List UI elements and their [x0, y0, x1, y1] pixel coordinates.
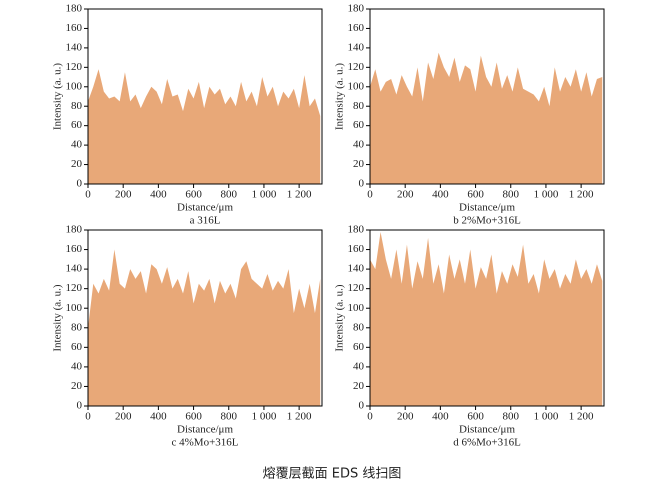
y-tick-label: 140 — [66, 41, 83, 53]
x-tick-label: 600 — [185, 411, 202, 423]
y-tick-label: 160 — [66, 22, 83, 34]
y-tick-label: 20 — [71, 158, 83, 170]
x-tick-label: 800 — [221, 411, 238, 423]
y-tick-label: 80 — [71, 321, 83, 333]
y-tick-label: 140 — [348, 41, 365, 53]
x-tick-label: 200 — [115, 189, 132, 201]
x-tick-label: 600 — [467, 411, 484, 423]
y-tick-label: 100 — [66, 302, 83, 314]
x-axis-label: Distance/μm — [459, 424, 515, 436]
x-axis-label: Distance/μm — [177, 424, 233, 436]
y-tick-label: 180 — [348, 224, 365, 236]
y-tick-label: 140 — [348, 263, 365, 275]
x-tick-label: 1 200 — [569, 189, 594, 201]
caption: b 2%Mo+316L — [453, 215, 521, 227]
y-axis-label: Intensity (a. u.) — [334, 63, 346, 131]
y-tick-label: 20 — [353, 380, 365, 392]
y-tick-label: 120 — [348, 282, 365, 294]
y-tick-label: 80 — [71, 100, 83, 112]
x-tick-label: 0 — [367, 411, 373, 423]
y-tick-label: 160 — [348, 22, 365, 34]
y-tick-label: 40 — [353, 360, 365, 372]
x-tick-label: 600 — [467, 189, 484, 201]
y-tick-label: 0 — [359, 178, 365, 190]
y-tick-label: 140 — [66, 263, 83, 275]
y-tick-label: 60 — [71, 341, 83, 353]
x-tick-label: 1 200 — [287, 189, 312, 201]
caption: d 6%Mo+316L — [453, 437, 521, 449]
y-axis-label: Intensity (a. u.) — [52, 63, 64, 131]
y-tick-label: 180 — [66, 224, 83, 236]
plot-frame — [369, 229, 605, 407]
x-tick-label: 400 — [432, 189, 449, 201]
x-tick-label: 400 — [150, 411, 167, 423]
y-axis-label: Intensity (a. u.) — [52, 284, 64, 352]
area — [88, 69, 321, 184]
y-tick-label: 40 — [71, 139, 83, 151]
x-tick-label: 600 — [185, 189, 202, 201]
x-tick-label: 400 — [432, 411, 449, 423]
x-axis-label: Distance/μm — [177, 202, 233, 214]
x-tick-label: 0 — [85, 189, 91, 201]
x-axis-label: Distance/μm — [459, 202, 515, 214]
area — [88, 249, 321, 406]
x-tick-label: 200 — [397, 189, 414, 201]
y-tick-label: 60 — [353, 341, 365, 353]
x-tick-label: 800 — [503, 189, 520, 201]
x-tick-label: 1 000 — [252, 189, 277, 201]
y-axis-label: Intensity (a. u.) — [334, 284, 346, 352]
y-tick-label: 180 — [348, 3, 365, 15]
y-tick-label: 100 — [348, 302, 365, 314]
y-tick-label: 180 — [66, 3, 83, 15]
x-tick-label: 800 — [503, 411, 520, 423]
y-tick-label: 20 — [353, 158, 365, 170]
x-tick-label: 400 — [150, 189, 167, 201]
y-tick-label: 0 — [77, 400, 83, 412]
y-tick-label: 80 — [353, 321, 365, 333]
y-tick-label: 40 — [71, 360, 83, 372]
caption: c 4%Mo+316L — [172, 437, 239, 449]
y-tick-label: 20 — [71, 380, 83, 392]
plot-frame — [369, 8, 605, 185]
caption: a 316L — [190, 215, 221, 227]
y-tick-label: 160 — [66, 243, 83, 255]
x-tick-label: 0 — [367, 189, 373, 201]
y-tick-label: 40 — [353, 139, 365, 151]
plot-frame — [87, 229, 323, 407]
y-tick-label: 60 — [71, 119, 83, 131]
y-tick-label: 60 — [353, 119, 365, 131]
y-tick-label: 100 — [348, 80, 365, 92]
y-tick-label: 100 — [66, 80, 83, 92]
y-tick-label: 80 — [353, 100, 365, 112]
y-tick-label: 160 — [348, 243, 365, 255]
x-tick-label: 1 000 — [534, 189, 559, 201]
plot-frame — [87, 8, 323, 185]
x-tick-label: 1 200 — [569, 411, 594, 423]
x-tick-label: 1 000 — [534, 411, 559, 423]
figure-title: 熔覆层截面 EDS 线扫图 — [263, 467, 402, 482]
x-tick-label: 1 200 — [287, 411, 312, 423]
y-tick-label: 120 — [66, 61, 83, 73]
x-tick-label: 200 — [115, 411, 132, 423]
area — [370, 52, 603, 184]
y-tick-label: 120 — [66, 282, 83, 294]
y-tick-label: 0 — [359, 400, 365, 412]
area — [370, 231, 603, 406]
y-tick-label: 0 — [77, 178, 83, 190]
x-tick-label: 800 — [221, 189, 238, 201]
x-tick-label: 0 — [85, 411, 91, 423]
x-tick-label: 200 — [397, 411, 414, 423]
x-tick-label: 1 000 — [252, 411, 277, 423]
y-tick-label: 120 — [348, 61, 365, 73]
